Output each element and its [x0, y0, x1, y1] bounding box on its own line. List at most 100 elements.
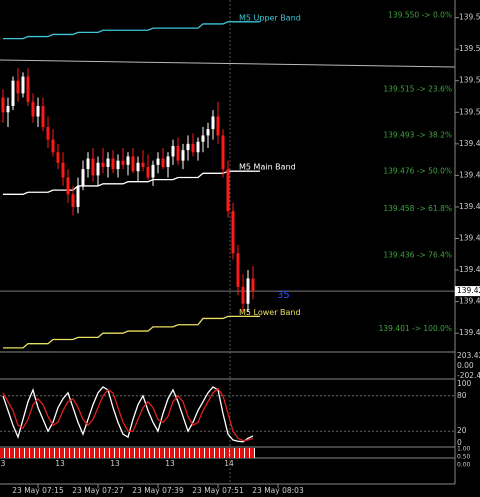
- note: 35: [277, 290, 290, 301]
- osc-line: [2, 386, 254, 443]
- candle-body: [136, 162, 140, 172]
- candle-body: [11, 80, 15, 106]
- strip-label: 13: [55, 459, 65, 468]
- candle-body: [41, 105, 45, 128]
- candle-body: [116, 160, 120, 170]
- candle-body: [26, 76, 30, 102]
- trend-line: [0, 59, 456, 68]
- y-tick-label: 139.46: [459, 202, 480, 211]
- y-tick-label: 100: [457, 379, 472, 388]
- strip-label: 3: [1, 459, 6, 468]
- strip-label: 13: [165, 459, 175, 468]
- candle-body: [201, 135, 205, 142]
- candle-body: [16, 80, 20, 94]
- candle-body: [186, 143, 190, 151]
- y-tick-label: 139.43: [459, 265, 480, 274]
- candle-body: [231, 211, 235, 254]
- candle-body: [71, 194, 75, 207]
- candle-body: [156, 158, 160, 165]
- y-tick-label: 139.47: [459, 170, 480, 179]
- x-tick-label: 23 May 07:51: [192, 486, 244, 495]
- candle-body: [51, 139, 55, 153]
- candle-body: [86, 158, 90, 170]
- candle-body: [76, 185, 80, 207]
- osc-line: [2, 387, 254, 442]
- candle-body: [31, 101, 35, 117]
- fib-label: 139.493 -> 38.2%: [383, 131, 452, 140]
- y-tick-label: 20: [457, 426, 467, 435]
- candle-body: [166, 156, 170, 167]
- candle-body: [216, 116, 220, 136]
- candle-body: [1, 97, 5, 113]
- candle-body: [21, 76, 25, 94]
- y-tick-label: 0.00: [457, 462, 471, 469]
- candle-body: [226, 169, 230, 212]
- candle-body: [111, 158, 115, 170]
- candle-body: [61, 162, 65, 178]
- y-tick-label: 139.49: [459, 139, 480, 148]
- y-tick-label: -202.42: [457, 371, 480, 380]
- y-tick-label: 0: [457, 438, 462, 447]
- candle-body: [66, 177, 70, 195]
- candle-body: [36, 105, 40, 117]
- candle-body: [121, 160, 125, 165]
- band-label: M5 Main Band: [239, 163, 296, 172]
- x-tick-label: 23 May 07:15: [12, 486, 64, 495]
- fib-label: 139.515 -> 23.6%: [383, 84, 452, 93]
- y-tick-label: 139.52: [459, 76, 480, 85]
- candle-body: [246, 278, 250, 304]
- candle-body: [106, 158, 110, 167]
- fib-label: 139.436 -> 76.4%: [383, 250, 452, 259]
- candle-body: [206, 129, 210, 136]
- x-tick-label: 23 May 07:27: [72, 486, 124, 495]
- candle-body: [241, 286, 245, 304]
- candle-body: [141, 162, 145, 167]
- band-line: [3, 170, 253, 195]
- candle-body: [191, 143, 195, 153]
- candle-body: [56, 152, 60, 163]
- candle-body: [46, 127, 50, 140]
- candle-body: [196, 141, 200, 153]
- candle-body: [131, 156, 135, 172]
- candle-body: [91, 158, 95, 176]
- signal-strip: [0, 448, 255, 458]
- x-tick-label: 23 May 07:39: [132, 486, 184, 495]
- band-label: M5 Upper Band: [239, 13, 301, 22]
- band-label: M5 Lower Band: [239, 308, 301, 317]
- y-tick-label: 139.50: [459, 107, 480, 116]
- y-tick-label: 139.41: [459, 297, 480, 306]
- candle-body: [126, 156, 130, 165]
- candle-body: [211, 116, 215, 130]
- candle-body: [101, 162, 105, 167]
- fib-label: 139.550 -> 0.0%: [388, 11, 452, 20]
- candle-body: [171, 145, 175, 157]
- last-price-box: [455, 286, 480, 297]
- strip-label: 13: [110, 459, 120, 468]
- y-tick-label: 139.40: [459, 328, 480, 337]
- fib-label: 139.476 -> 50.0%: [383, 166, 452, 175]
- y-tick-label: 203.42: [457, 351, 480, 360]
- candle-body: [161, 158, 165, 167]
- candle-body: [81, 169, 85, 186]
- candle-body: [221, 135, 225, 170]
- y-tick-label: 139.55: [459, 13, 480, 22]
- candle-body: [236, 253, 240, 287]
- band-line: [3, 315, 253, 349]
- y-tick-label: 139.53: [459, 44, 480, 53]
- x-tick-label: 23 May 08:03: [252, 486, 304, 495]
- strip-label: 14: [224, 459, 234, 468]
- fib-label: 139.401 -> 100.0%: [379, 324, 452, 333]
- candle-body: [146, 166, 150, 178]
- y-tick-label: 80: [457, 391, 467, 400]
- y-tick-label: 139.44: [459, 234, 480, 243]
- band-line: [3, 21, 253, 40]
- fib-label: 139.458 -> 61.8%: [383, 204, 452, 213]
- candle-body: [6, 105, 10, 113]
- candle-body: [181, 150, 185, 161]
- candle-body: [151, 164, 155, 178]
- candle-body: [251, 278, 255, 292]
- y-tick-label: 0.00: [457, 361, 474, 370]
